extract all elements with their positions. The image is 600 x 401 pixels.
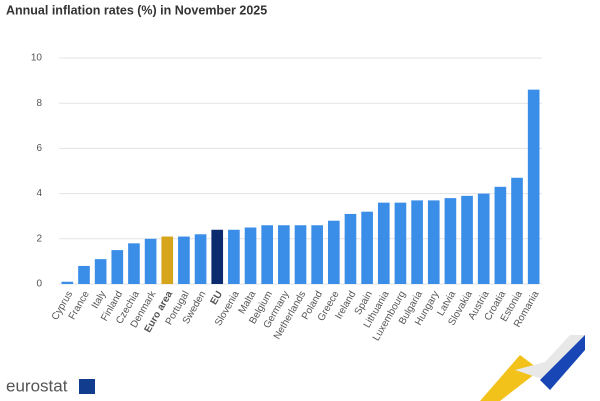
bar [511, 177, 523, 284]
bar [194, 234, 207, 284]
y-tick-label: 2 [36, 233, 42, 244]
bar [178, 236, 190, 284]
bar [327, 220, 340, 284]
bar [311, 225, 323, 284]
bar [278, 225, 290, 284]
bar [394, 202, 407, 284]
bar [477, 193, 490, 284]
bar [261, 225, 274, 284]
bar [361, 211, 373, 284]
bar [461, 195, 473, 284]
bar [211, 229, 224, 284]
bar [228, 229, 240, 284]
bar [244, 227, 257, 284]
bar [128, 243, 140, 284]
decoration [480, 335, 585, 401]
bar [377, 202, 390, 284]
bar [527, 89, 540, 284]
bar [111, 250, 124, 284]
logo: eurostat [6, 376, 95, 395]
y-tick-label: 0 [36, 279, 42, 290]
bar [444, 198, 457, 284]
eu-flag [79, 379, 95, 394]
bar [494, 186, 507, 284]
bar [427, 200, 440, 284]
logo-text: eurostat [6, 376, 68, 395]
y-tick-label: 8 [36, 98, 42, 109]
y-tick-label: 6 [36, 143, 42, 154]
bar [94, 259, 107, 284]
y-tick-label: 10 [31, 53, 43, 64]
y-tick-label: 4 [36, 188, 42, 199]
bar [78, 265, 90, 284]
bar [161, 236, 174, 284]
bar [411, 200, 423, 284]
chart-title: Annual inflation rates (%) in November 2… [6, 3, 267, 17]
bar [344, 213, 357, 284]
bar [144, 238, 157, 284]
bar [61, 281, 74, 284]
bar [294, 225, 307, 284]
